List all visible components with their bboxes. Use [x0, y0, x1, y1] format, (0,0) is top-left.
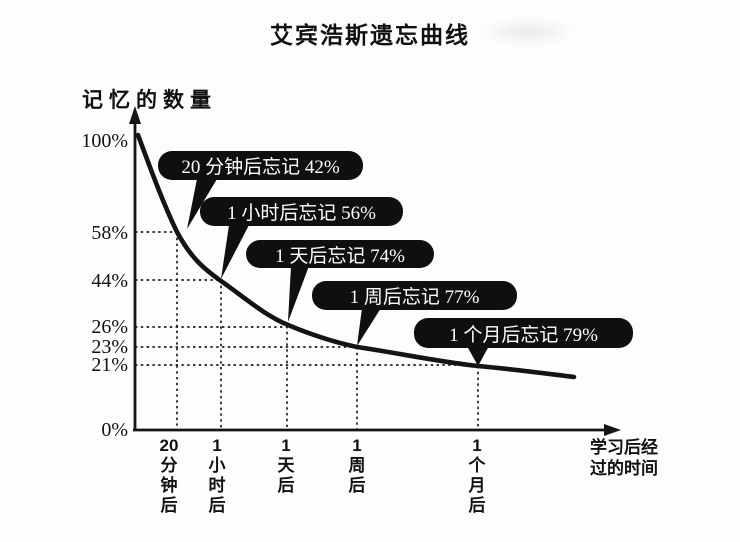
- x-tick-1day: 1 天 后: [278, 436, 295, 496]
- x-tick-line: 后: [277, 476, 295, 495]
- y-axis-title: 记忆的数量: [82, 89, 217, 112]
- horizontal-guide-lines: [135, 231, 478, 366]
- y-tick-44: 44%: [91, 270, 128, 292]
- x-tick-line: 月: [468, 476, 486, 495]
- x-tick-line: 1: [352, 436, 362, 455]
- x-tick-line: 后: [348, 476, 366, 495]
- x-tick-line: 时: [208, 476, 226, 495]
- x-axis-arrow-icon: [604, 424, 621, 436]
- x-tick-line: 1: [472, 436, 482, 455]
- x-tick-1month: 1 个 月 后: [469, 436, 486, 516]
- x-tick-line: 1: [212, 436, 222, 455]
- x-tick-line: 个: [468, 456, 486, 475]
- x-tick-1week: 1 周 后: [349, 436, 366, 496]
- x-tick-20min: 20 分 钟 后: [160, 436, 179, 516]
- callout-1hour-label: 1 小时后忘记 56%: [227, 203, 376, 224]
- callout-1day: 1 天后忘记 74%: [246, 240, 434, 268]
- callout-tail-1day: [288, 266, 309, 322]
- callout-1day-label: 1 天后忘记 74%: [275, 245, 405, 267]
- x-axis-title-line-2: 过的时间: [590, 459, 658, 478]
- callout-tail-1week: [357, 308, 381, 346]
- callout-tail-1month: [467, 346, 489, 366]
- x-tick-line: 后: [208, 496, 226, 515]
- x-tick-line: 钟: [160, 476, 178, 495]
- callout-1week: 1 周后忘记 77%: [312, 281, 517, 310]
- y-tick-58: 58%: [91, 222, 128, 244]
- x-tick-line: 天: [277, 456, 295, 475]
- y-tick-0: 0%: [101, 419, 128, 441]
- y-tick-23: 23%: [91, 336, 128, 358]
- x-axis-title-line-1: 学习后经: [590, 438, 658, 457]
- callout-1month-label: 1 个月后忘记 79%: [449, 324, 598, 346]
- x-tick-line: 后: [468, 496, 486, 515]
- vertical-guide-lines: [176, 232, 479, 429]
- x-axis-title: 学习后经 过的时间: [590, 437, 658, 479]
- y-tick-100: 100%: [81, 130, 128, 152]
- y-tick-21: 21%: [91, 354, 128, 376]
- x-tick-line: 1: [281, 436, 291, 455]
- callout-1month: 1 个月后忘记 79%: [414, 318, 633, 348]
- chart-title: 艾宾浩斯遗忘曲线: [270, 22, 470, 48]
- callout-20min-label: 20 分钟后忘记 42%: [181, 157, 340, 178]
- x-tick-line: 小: [208, 456, 226, 475]
- x-tick-line: 20: [159, 436, 179, 455]
- x-tick-line: 周: [348, 456, 366, 475]
- x-tick-line: 后: [160, 496, 178, 515]
- callout-tails: [187, 179, 489, 366]
- callout-1hour: 1 小时后忘记 56%: [200, 197, 403, 226]
- y-tick-26: 26%: [91, 316, 128, 338]
- x-tick-line: 分: [160, 456, 178, 475]
- scan-smudge: [480, 16, 575, 48]
- callout-tail-1hour: [221, 225, 249, 279]
- x-tick-1hour: 1 小 时 后: [209, 436, 226, 516]
- callout-1week-label: 1 周后忘记 77%: [349, 287, 480, 308]
- y-axis-arrow-icon: [129, 106, 141, 124]
- callout-20min: 20 分钟后忘记 42%: [158, 151, 363, 180]
